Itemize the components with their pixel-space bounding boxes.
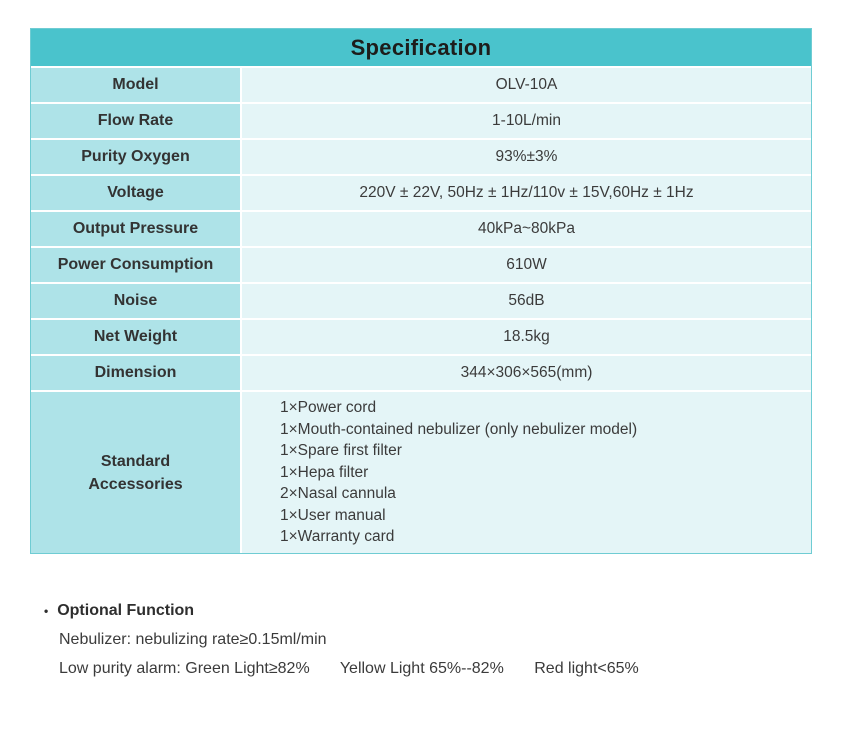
alarm-red-light: Red light<65% xyxy=(534,660,639,677)
row-value-power-consumption: 610W xyxy=(242,248,811,282)
table-row: Noise 56dB xyxy=(31,282,811,318)
row-label-purity-oxygen: Purity Oxygen xyxy=(31,140,242,174)
row-label-voltage: Voltage xyxy=(31,176,242,210)
row-value-noise: 56dB xyxy=(242,284,811,318)
row-label-noise: Noise xyxy=(31,284,242,318)
low-purity-alarm-note: Low purity alarm: Green Light≥82% Yellow… xyxy=(59,660,639,678)
table-row-standard-accessories: Standard Accessories 1×Power cord 1×Mout… xyxy=(31,390,811,553)
row-label-output-pressure: Output Pressure xyxy=(31,212,242,246)
table-row: Dimension 344×306×565(mm) xyxy=(31,354,811,390)
specification-table: Specification Model OLV-10A Flow Rate 1-… xyxy=(30,28,812,554)
row-label-net-weight: Net Weight xyxy=(31,320,242,354)
table-row: Net Weight 18.5kg xyxy=(31,318,811,354)
row-value-net-weight: 18.5kg xyxy=(242,320,811,354)
accessory-item: 1×Mouth-contained nebulizer (only nebuli… xyxy=(280,420,638,438)
accessory-item: 1×User manual xyxy=(280,506,386,524)
alarm-green-light: Low purity alarm: Green Light≥82% xyxy=(59,660,310,677)
row-label-standard-accessories: Standard Accessories xyxy=(31,392,242,553)
optional-function-title: Optional Function xyxy=(57,602,195,619)
accessory-item: 1×Power cord xyxy=(280,399,377,417)
table-row: Purity Oxygen 93%±3% xyxy=(31,138,811,174)
accessories-label: Standard Accessories xyxy=(88,452,183,493)
table-row: Output Pressure 40kPa~80kPa xyxy=(31,210,811,246)
bullet-icon: • xyxy=(44,604,49,618)
row-value-dimension: 344×306×565(mm) xyxy=(242,356,811,390)
row-label-dimension: Dimension xyxy=(31,356,242,390)
accessory-item: 2×Nasal cannula xyxy=(280,485,396,503)
table-title: Specification xyxy=(31,29,811,66)
accessory-item: 1×Warranty card xyxy=(280,528,395,546)
row-label-model: Model xyxy=(31,68,242,102)
alarm-yellow-light: Yellow Light 65%--82% xyxy=(339,660,504,677)
table-row: Flow Rate 1-10L/min xyxy=(31,102,811,138)
table-row: Model OLV-10A xyxy=(31,66,811,102)
row-value-model: OLV-10A xyxy=(242,68,811,102)
accessories-list: 1×Power cord 1×Mouth-contained nebulizer… xyxy=(242,392,811,553)
row-value-output-pressure: 40kPa~80kPa xyxy=(242,212,811,246)
table-row: Voltage 220V ± 22V, 50Hz ± 1Hz/110v ± 15… xyxy=(31,174,811,210)
table-row: Power Consumption 610W xyxy=(31,246,811,282)
row-label-power-consumption: Power Consumption xyxy=(31,248,242,282)
row-value-flow-rate: 1-10L/min xyxy=(242,104,811,138)
notes-section: • Optional Function Nebulizer: nebulizin… xyxy=(44,602,639,678)
row-label-flow-rate: Flow Rate xyxy=(31,104,242,138)
nebulizer-note: Nebulizer: nebulizing rate≥0.15ml/min xyxy=(59,631,327,648)
accessory-item: 1×Hepa filter xyxy=(280,463,369,481)
row-value-purity-oxygen: 93%±3% xyxy=(242,140,811,174)
optional-function-heading: • Optional Function xyxy=(44,602,639,620)
accessory-item: 1×Spare first filter xyxy=(280,442,402,460)
row-value-voltage: 220V ± 22V, 50Hz ± 1Hz/110v ± 15V,60Hz ±… xyxy=(242,176,811,210)
